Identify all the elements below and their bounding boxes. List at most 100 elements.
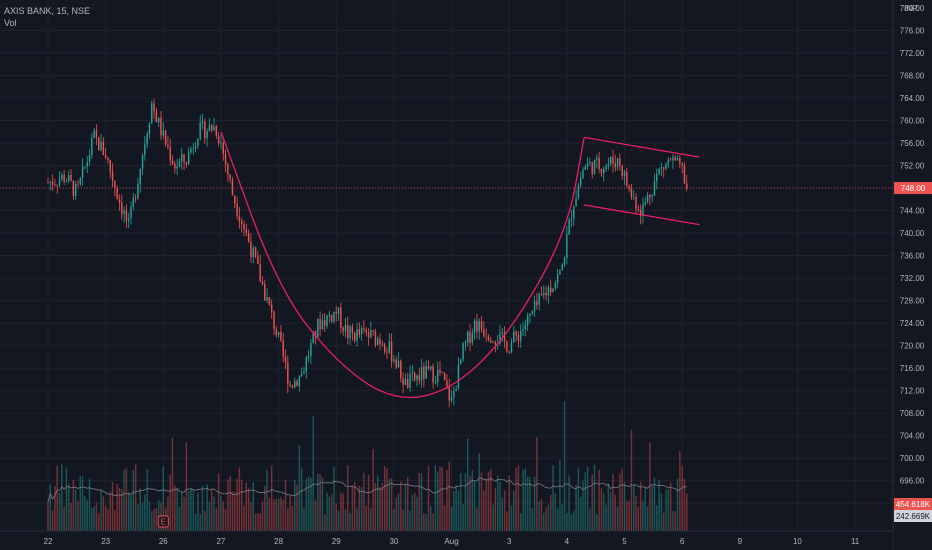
price-axis-background[interactable] <box>893 0 932 550</box>
volume-bar <box>148 501 151 531</box>
candle-body <box>151 103 153 124</box>
volume-bar <box>204 511 206 531</box>
candle-body <box>538 293 540 305</box>
volume-bar <box>552 464 554 531</box>
volume-bar <box>162 466 165 531</box>
candle-body <box>593 160 596 175</box>
volume-bar <box>287 508 289 531</box>
volume-label[interactable]: Vol <box>4 18 17 28</box>
candle-body <box>642 204 644 216</box>
candle-body <box>462 343 464 360</box>
price-tick-label: 716.00 <box>900 364 925 373</box>
volume-bar <box>266 469 268 531</box>
volume-bar <box>681 465 683 531</box>
candle-body <box>623 171 626 177</box>
candle-body <box>93 130 95 139</box>
candle-body <box>639 209 642 216</box>
volume-bar <box>104 505 107 531</box>
candle-body <box>277 331 280 335</box>
candle-body <box>303 371 305 374</box>
price-tick-label: 728.00 <box>900 297 925 306</box>
time-tick-label: 22 <box>44 537 53 546</box>
candle-body <box>125 210 128 221</box>
volume-bar <box>347 465 349 531</box>
candle-body <box>321 320 324 330</box>
candle-body <box>84 166 86 168</box>
volume-bar <box>674 511 676 531</box>
candle-body <box>164 130 167 145</box>
candle-body <box>367 332 370 338</box>
symbol-label[interactable]: AXIS BANK, 15, NSE <box>4 6 91 16</box>
volume-bar <box>153 508 155 531</box>
candle-body <box>199 122 201 139</box>
volume-bar <box>598 469 600 531</box>
volume-bar <box>317 474 319 531</box>
candle-body <box>116 188 118 200</box>
time-axis-background[interactable] <box>0 531 893 550</box>
candle-body <box>370 330 372 338</box>
volume-bar <box>436 471 439 531</box>
volume-bar <box>600 488 603 531</box>
volume-bar <box>326 492 328 531</box>
candle-body <box>669 159 672 161</box>
candle-body <box>476 320 478 332</box>
volume-bar <box>273 499 275 531</box>
candle-body <box>407 379 409 388</box>
volume-bar <box>374 483 377 531</box>
volume-bar <box>224 508 227 531</box>
candle-body <box>660 167 663 169</box>
volume-bar <box>70 502 72 531</box>
candle-body <box>397 360 400 368</box>
candle-body <box>432 366 434 383</box>
candle-body <box>526 315 529 326</box>
candle-body <box>621 165 623 177</box>
candle-body <box>506 341 508 352</box>
candle-body <box>181 154 183 162</box>
candle-body <box>137 184 139 199</box>
volume-bar <box>54 486 56 531</box>
volume-bar <box>515 467 517 531</box>
candle-body <box>427 366 430 369</box>
volume-bar <box>420 473 423 531</box>
volume-bar <box>363 472 365 531</box>
volume-bar <box>171 437 174 531</box>
cup-and-handle-pattern[interactable] <box>220 131 700 399</box>
chart-header: AXIS BANK, 15, NSE Vol <box>4 5 90 29</box>
volume-bar <box>268 497 271 531</box>
candle-body <box>480 320 483 330</box>
time-tick-label: 11 <box>851 537 860 546</box>
volume-bar <box>86 500 88 531</box>
volume-bar <box>367 475 370 531</box>
volume-bar <box>84 496 86 531</box>
last-price-text: 748.00 <box>901 184 926 193</box>
volume-bar <box>63 506 65 531</box>
candle-body <box>374 331 377 345</box>
candle-body <box>577 185 580 199</box>
volume-bar <box>335 503 337 531</box>
volume-bar <box>492 504 494 531</box>
volume-bar <box>623 481 626 531</box>
volume-bar <box>61 464 63 531</box>
candle-body <box>328 315 331 317</box>
price-tick-label: 740.00 <box>900 229 925 238</box>
candle-body <box>81 166 84 179</box>
candle-body <box>240 221 243 225</box>
candle-body <box>400 360 402 379</box>
volume-bar <box>217 473 220 531</box>
candle-body <box>337 307 340 314</box>
candle-body <box>187 152 190 165</box>
volume-bar <box>628 501 630 531</box>
volume-bar <box>589 508 591 531</box>
volume-bar <box>206 484 208 531</box>
volume-bar <box>261 501 264 531</box>
price-tick-label: 760.00 <box>900 117 925 126</box>
volume-bar <box>434 465 437 531</box>
volume-bar <box>658 479 660 531</box>
candle-body <box>250 241 252 257</box>
candle-body <box>261 281 264 285</box>
price-tick-label: 704.00 <box>900 432 925 441</box>
volume-bar <box>501 497 503 531</box>
volume-bar <box>665 489 667 531</box>
volume-bar <box>72 480 75 531</box>
